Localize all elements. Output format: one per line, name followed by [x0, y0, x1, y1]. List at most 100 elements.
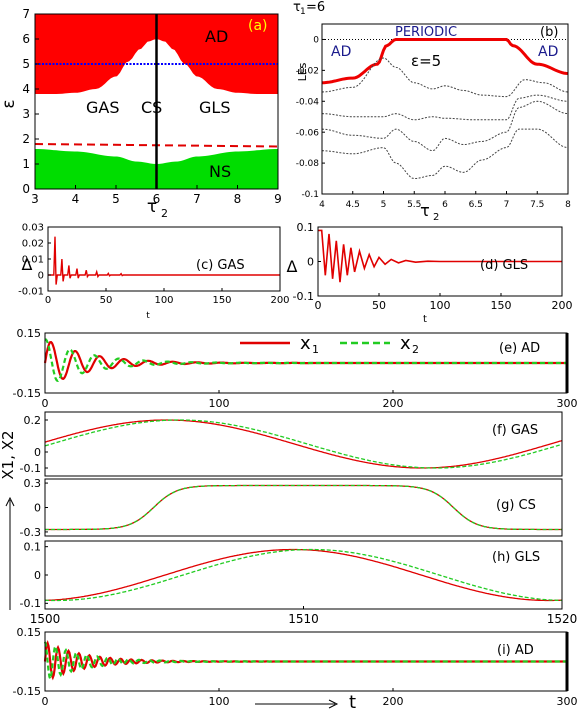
x-tick-label: 50	[100, 295, 113, 306]
y-tick-label: -0.01	[18, 287, 44, 298]
x-tick-label: 1500	[30, 612, 61, 626]
x-axis-arrow-head	[328, 699, 339, 709]
panel-g: 0.3 0 -0.3 (g) CS	[20, 477, 563, 539]
region-label-ad: AD	[205, 27, 228, 46]
y-tick-label: -0.15	[13, 387, 41, 400]
x-tick-label: 200	[383, 695, 404, 708]
panel-tag: (b)	[540, 25, 558, 40]
x-tick-label: 0	[42, 397, 49, 410]
delta-series	[318, 229, 562, 283]
y-tick-label: 0.15	[17, 626, 42, 639]
x-tick-label: 6.5	[469, 200, 483, 210]
y-tick-label: 1	[22, 157, 30, 171]
panel-h: 0.1 0 -0.1 (h) GLS 1500 1510 1520	[20, 540, 578, 626]
y-tick-label: 4	[22, 82, 30, 96]
lyapunov-series-largest	[322, 38, 569, 85]
top-label-subscript: 1	[300, 7, 306, 17]
y-tick-label: -0.1	[20, 462, 41, 475]
panel-tag: (g) CS	[496, 498, 536, 513]
x-tick-label: 5	[381, 200, 387, 210]
y-tick-label: 0	[34, 569, 41, 582]
x-tick-label: 200	[270, 295, 289, 306]
x-tick-label: 100	[209, 397, 230, 410]
y-tick-label: 2	[22, 132, 30, 146]
y-tick-label: 7	[22, 7, 30, 21]
series-x2	[45, 484, 562, 531]
y-axis-label: ε	[0, 99, 19, 108]
y-tick-label: 0.3	[24, 477, 42, 490]
y-axis-label: Δ	[22, 255, 33, 274]
lyapunov-series-fourth	[321, 100, 569, 152]
x-tick-label: 0	[45, 295, 51, 306]
y-tick-label: -0.3	[20, 526, 41, 539]
lyapunov-series-third	[321, 94, 569, 121]
x-tick-label: 150	[212, 295, 231, 306]
y-tick-label: -0.15	[13, 685, 41, 698]
top-label-value: =6	[306, 0, 325, 15]
series-x1	[43, 639, 567, 681]
panel-h-frame	[44, 540, 563, 610]
y-tick-label: 0	[38, 271, 44, 282]
x-tick-label: 150	[491, 299, 512, 312]
figure-labels: X1, X2 t	[0, 430, 356, 710]
x-axis-label: τ	[420, 201, 430, 220]
stack-y-axis-label: X1, X2	[0, 430, 17, 479]
region-label-ns: NS	[209, 162, 231, 181]
y-axis-label: Δ	[287, 257, 298, 276]
x-tick-label: 8	[565, 200, 571, 210]
y-tick-label: 0.1	[297, 221, 315, 234]
x-tick-label: 1520	[547, 612, 578, 626]
legend-x2-label: x	[400, 333, 411, 354]
lyapunov-series-second	[321, 57, 569, 98]
y-tick-label: 0.1	[24, 541, 42, 554]
panel-tag: (c) GAS	[196, 258, 245, 273]
x-tick-label: 100	[209, 695, 230, 708]
x-tick-label: 50	[372, 299, 386, 312]
panel-f-frame	[44, 411, 563, 477]
y-tick-label: 0.15	[17, 327, 42, 340]
y-axis-label: LEs	[296, 62, 309, 81]
x-axis-label: t	[423, 314, 427, 325]
series-x2	[43, 641, 567, 682]
y-axis-arrow-head	[5, 496, 15, 507]
x-tick-label: 200	[383, 397, 404, 410]
legend-x1-subscript: 1	[312, 343, 319, 356]
x-tick-label: 1510	[288, 612, 319, 626]
y-tick-label: 3	[22, 107, 30, 121]
panel-tag: (d) GLS	[480, 258, 528, 273]
x-axis-label: τ	[147, 197, 157, 217]
y-tick-label: 0	[313, 36, 319, 46]
y-tick-label: 0.01	[22, 255, 44, 266]
lyapunov-series-fifth	[321, 128, 569, 179]
x-tick-label: 200	[552, 299, 573, 312]
panel-f: 0.2 0 -0.1 (f) GAS	[20, 411, 563, 477]
x-axis-label-t: t	[349, 692, 356, 710]
y-tick-label: 5	[22, 57, 30, 71]
panel-tag: (a)	[248, 18, 268, 34]
x-tick-label: 6	[442, 200, 448, 210]
y-tick-label: -0.04	[296, 97, 320, 107]
x-tick-label: 300	[557, 695, 578, 708]
top-label: τ	[293, 0, 301, 15]
x-tick-label: 100	[430, 299, 451, 312]
x-tick-label: 9	[274, 192, 282, 206]
x-tick-label: 4	[72, 192, 80, 206]
y-tick-label: -0.08	[296, 159, 320, 169]
y-tick-label: -0.1	[20, 597, 41, 610]
y-tick-label: 0.02	[22, 239, 44, 250]
x-tick-label: 0	[42, 695, 49, 708]
y-tick-label: 0	[22, 182, 30, 196]
panel-b: 4 4.5 5 5.5 6 6.5 7 7.5 8 0 -0.02 -0.04 -0.06 -0.08 -0…	[293, 0, 571, 223]
x-tick-label: 5	[112, 192, 120, 206]
y-tick-label: -0.06	[296, 128, 320, 138]
series-x1	[44, 419, 563, 469]
region-label-ad-right: AD	[538, 44, 558, 60]
x-tick-label: 5.5	[407, 200, 421, 210]
x-axis-label-subscript: 2	[433, 212, 439, 223]
y-tick-label: 0.2	[24, 414, 42, 427]
x-tick-label: 0	[315, 299, 322, 312]
x-tick-label: 7	[193, 192, 201, 206]
